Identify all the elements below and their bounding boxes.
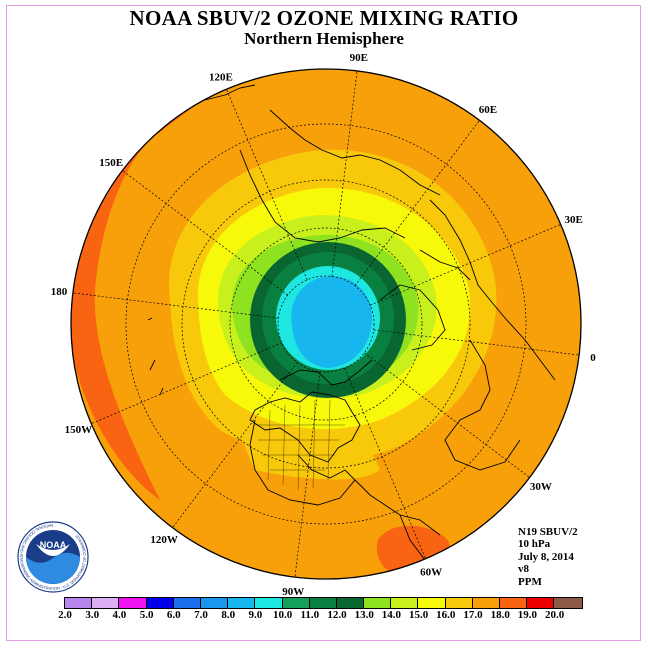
longitude-label-0: 0 [590,352,596,364]
meridian-30E [370,224,561,306]
pressure-label: 10 hPa [518,538,551,551]
meridian-150W [91,342,282,424]
colorbar-tick-12: 14.0 [381,609,402,621]
map-subtitle: Northern Hemisphere [244,29,404,48]
colorbar-tick-1: 3.0 [85,609,100,621]
colorbar-swatch-2 [119,598,147,608]
colorbar-tick-6: 8.0 [221,609,236,621]
colorbar-tick-15: 17.0 [463,609,483,621]
us-states-grid [255,399,345,491]
coastlines [147,84,556,579]
colorbar-tick-14: 16.0 [436,609,456,621]
longitude-label-60E: 60E [479,104,497,116]
colorbar-tick-10: 12.0 [327,609,347,621]
colorbar-tick-2: 4.0 [112,609,127,621]
colorbar-swatch-13 [418,598,446,608]
colorbar-swatch-0 [65,598,93,608]
longitude-label-150W: 150W [65,424,93,436]
meridian-90E [331,70,358,277]
figure-frame [6,5,641,641]
colorbar-swatch-11 [364,598,392,608]
colorbar-tick-7: 9.0 [248,609,263,621]
colorbar-swatch-18 [554,598,582,608]
meridian-120W [172,362,298,528]
meridian-150E [122,170,288,296]
meridian-120E [226,89,308,280]
meridian-30W [364,352,530,478]
longitude-label-180: 180 [51,286,68,298]
colorbar-tick-9: 11.0 [300,609,320,621]
noaa-logo: NOAA NATIONAL OCEANIC AND ATMOSPHERIC AD… [17,521,89,593]
colorbar-swatch-8 [282,598,310,608]
colorbar-swatch-7 [255,598,283,608]
colorbar-tick-8: 10.0 [272,609,293,621]
info-block: N19 SBUV/2 10 hPa July 8, 2014 v8 PPM [518,526,578,588]
colorbar-swatch-1 [92,598,120,608]
colorbar-tick-11: 13.0 [354,609,374,621]
longitude-label-30W: 30W [530,481,552,493]
colorbar-tick-17: 19.0 [517,609,538,621]
longitude-label-60W: 60W [420,567,442,579]
colorbar-swatch-17 [527,598,555,608]
meridian-0 [373,329,580,356]
units-label: PPM [518,575,542,588]
longitude-label-150E: 150E [99,157,123,169]
longitude-label-120E: 120E [209,71,233,83]
ozone-field [71,69,581,579]
version-label: v8 [518,563,529,576]
longitude-label-120W: 120W [150,534,178,546]
satellite-label: N19 SBUV/2 [518,526,578,538]
meridian-lines [72,70,580,578]
colorbar-tick-5: 7.0 [194,609,208,621]
colorbar-swatch-6 [228,598,256,608]
map-boundary [70,68,582,580]
colorbar-tick-16: 18.0 [490,609,510,621]
meridian-60W [344,368,426,559]
colorbar-swatch-10 [336,598,365,608]
field-sky-center [291,276,373,368]
colorbar-tick-18: 20.0 [544,609,565,621]
meridian-90W [294,371,321,578]
colorbar-tick-3: 5.0 [139,609,154,621]
svg-text:NOAA: NOAA [40,540,67,550]
colorbar-swatch-16 [500,598,528,608]
meridian-60E [354,120,480,286]
longitude-label-30E: 30E [564,214,582,226]
colorbar-swatch-3 [146,598,174,608]
colorbar-swatch-15 [472,598,500,608]
longitude-label-90W: 90W [282,586,304,598]
meridian-180 [72,292,279,319]
colorbar-swatch-5 [200,598,229,608]
colorbar-swatch-4 [173,598,201,608]
colorbar-swatch-12 [391,598,419,608]
date-label: July 8, 2014 [518,550,574,563]
longitude-label-90E: 90E [350,52,368,64]
colorbar-tick-13: 15.0 [408,609,429,621]
colorbar-swatch-9 [309,598,337,608]
colorbar-tick-0: 2.0 [58,609,72,621]
colorbar [64,597,583,609]
map-title: NOAA SBUV/2 OZONE MIXING RATIO [129,6,519,30]
latitude-circles [125,123,527,525]
colorbar-tick-4: 6.0 [166,609,181,621]
colorbar-swatch-14 [445,598,473,608]
longitude-labels: 0 30E 60E 90E 120E 150E 180 150W 120W 90W 60W 30W [51,52,596,598]
